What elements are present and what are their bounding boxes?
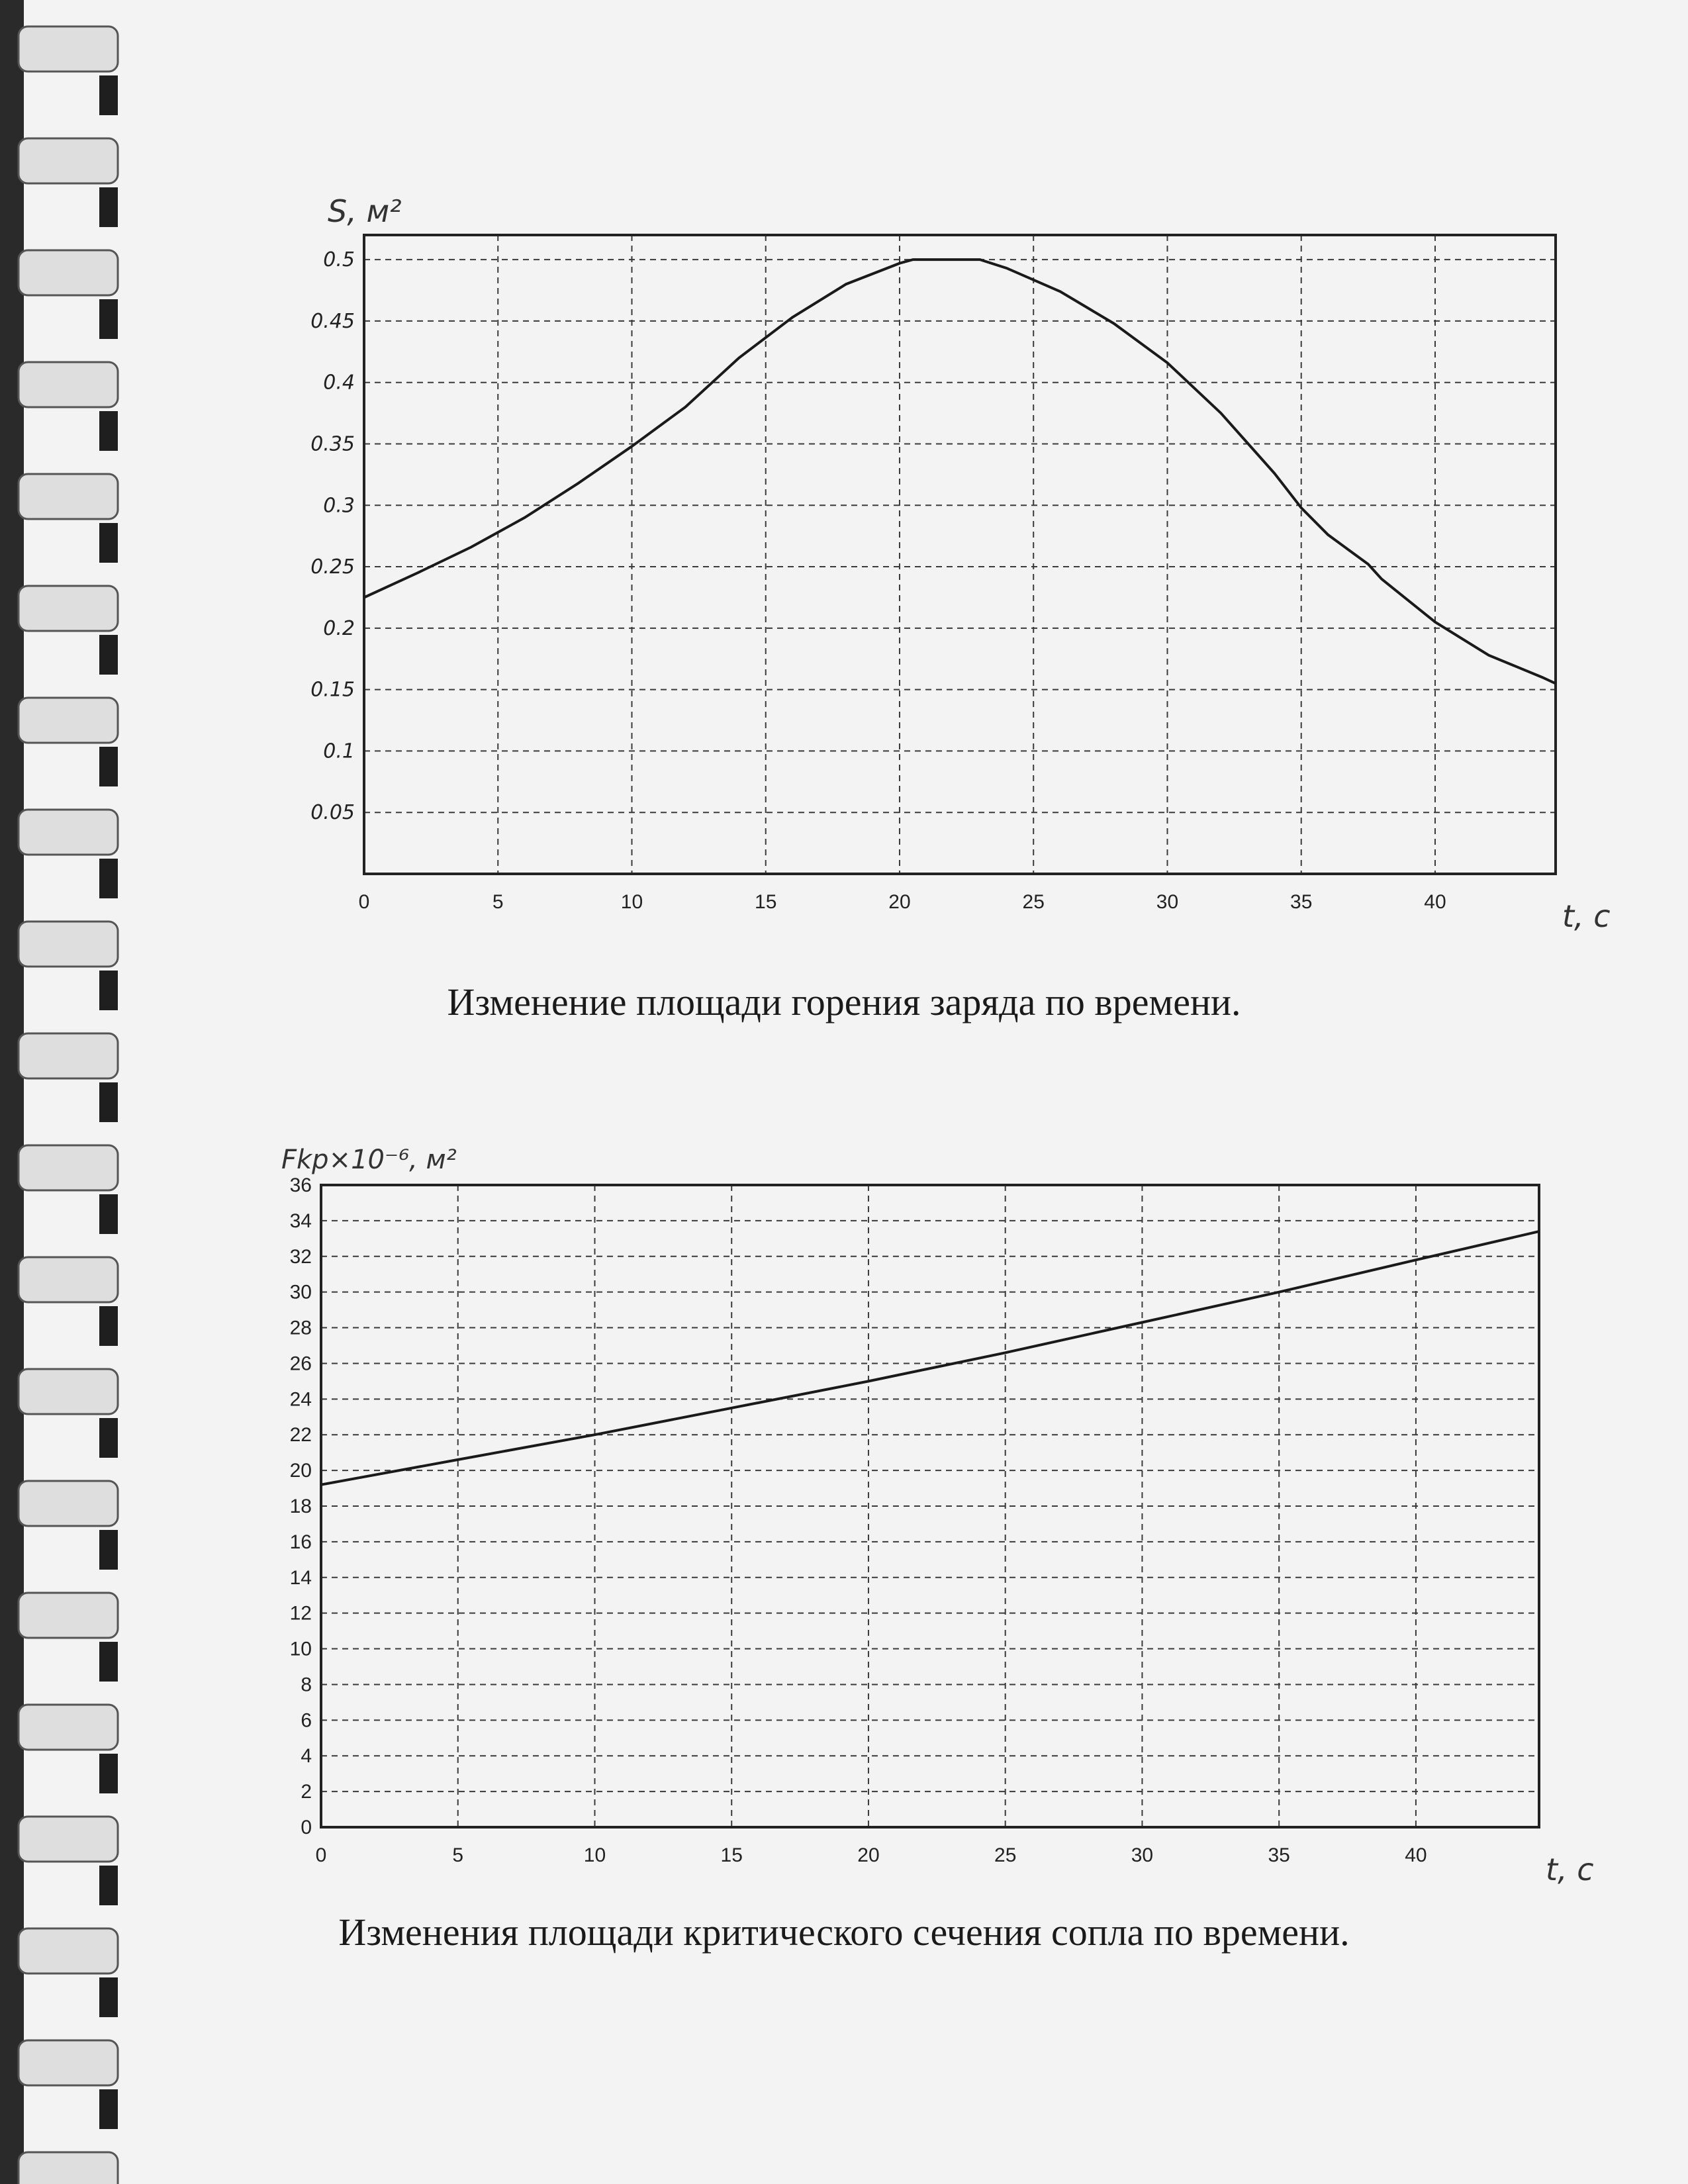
binding-hole [99, 1754, 118, 1793]
chart2-ytick-label: 26 [290, 1353, 312, 1374]
binding-ring [17, 137, 119, 185]
binding-hole [99, 1082, 118, 1122]
chart2-ytick-label: 8 [301, 1674, 312, 1695]
binding-hole [99, 2089, 118, 2129]
chart1-ytick-label: 0.4 [323, 371, 355, 395]
chart2-series-line [320, 1230, 1540, 1486]
chart2-plot-frame [320, 1184, 1540, 1828]
chart1-ytick-label: 0.5 [323, 248, 355, 271]
spiral-binding [0, 0, 119, 2184]
chart2-ytick-label: 30 [290, 1282, 312, 1304]
chart2-xlabel: t, c [1546, 1852, 1594, 1887]
chart2-ytick-label: 4 [301, 1745, 312, 1767]
caption-nozzle-throat-area: Изменения площади критического сечения с… [338, 1911, 1350, 1954]
chart2-ytick-label: 36 [290, 1174, 312, 1196]
binding-ring [17, 1256, 119, 1304]
chart2-xtick-label: 20 [857, 1844, 879, 1866]
binding-ring [17, 361, 119, 408]
chart2-ytick-label: 32 [290, 1246, 312, 1268]
caption-burn-area: Изменение площади горения заряда по врем… [447, 980, 1241, 1023]
binding-ring [17, 808, 119, 856]
chart2-xtick-label: 35 [1268, 1844, 1290, 1866]
chart2-ytick-label: 22 [290, 1424, 312, 1446]
chart1-ytick-label: 0.25 [310, 555, 355, 579]
chart1-xtick-label: 40 [1424, 891, 1446, 913]
binding-hole [99, 75, 118, 115]
chart2-ytick-label: 34 [290, 1210, 312, 1232]
binding-hole [99, 1977, 118, 2017]
binding-hole [99, 1866, 118, 1905]
binding-ring [17, 2151, 119, 2184]
binding-ring [17, 1703, 119, 1751]
chart1-ylabel: S, м² [328, 193, 402, 229]
chart2-ytick-label: 2 [301, 1781, 312, 1803]
chart2-xtick-label: 15 [721, 1844, 743, 1866]
binding-hole [99, 1194, 118, 1234]
chart1-ytick-label: 0.45 [310, 310, 355, 333]
binding-hole [99, 971, 118, 1010]
binding-hole [99, 299, 118, 339]
chart1-ytick-label: 0.1 [323, 739, 355, 763]
chart2-xtick-label: 30 [1131, 1844, 1153, 1866]
binding-hole [99, 523, 118, 563]
chart1-ytick-label: 0.3 [323, 494, 355, 517]
chart1-ytick-label: 0.15 [310, 679, 355, 702]
binding-hole [99, 635, 118, 675]
binding-ring [17, 1815, 119, 1863]
chart1-xtick-label: 15 [755, 891, 776, 913]
chart1-xtick-label: 0 [359, 891, 370, 913]
binding-ring [17, 585, 119, 632]
chart1-xtick-label: 20 [888, 891, 910, 913]
binding-ring [17, 1927, 119, 1975]
binding-ring [17, 249, 119, 297]
binding-hole [99, 1306, 118, 1346]
chart2-ytick-label: 28 [290, 1317, 312, 1339]
chart2-ytick-label: 18 [290, 1496, 312, 1517]
chart1-xtick-label: 30 [1156, 891, 1178, 913]
chart1-xtick-label: 5 [492, 891, 504, 913]
binding-ring [17, 1368, 119, 1415]
chart2-xtick-label: 5 [452, 1844, 463, 1866]
binding-hole [99, 187, 118, 227]
binding-hole [99, 747, 118, 786]
chart2-xtick-label: 40 [1405, 1844, 1427, 1866]
chart2-ytick-label: 6 [301, 1709, 312, 1731]
chart2-xtick-label: 25 [994, 1844, 1016, 1866]
binding-ring [17, 696, 119, 744]
binding-hole [99, 1642, 118, 1682]
chart2-xtick-label: 0 [316, 1844, 327, 1866]
chart2-xtick-label: 10 [584, 1844, 606, 1866]
binding-hole [99, 859, 118, 898]
chart2-ytick-label: 14 [290, 1567, 312, 1589]
binding-ring [17, 1591, 119, 1639]
chart2-ytick-label: 12 [290, 1603, 312, 1625]
chart1-xtick-label: 35 [1290, 891, 1312, 913]
binding-hole [99, 411, 118, 451]
chart1-ytick-label: 0.35 [310, 432, 355, 455]
binding-ring [17, 1480, 119, 1527]
binding-ring [17, 473, 119, 520]
burn-area-chart: 0.05 0.1 0.15 0.2 0.25 0.3 0.35 0.4 0.45 0.5 0 5 10 1… [310, 193, 1611, 934]
chart1-ytick-label: 0.05 [310, 801, 355, 824]
binding-ring [17, 1032, 119, 1080]
chart2-ytick-label: 20 [290, 1460, 312, 1482]
chart1-xtick-label: 10 [621, 891, 643, 913]
binding-ring [17, 920, 119, 968]
chart2-ytick-label: 16 [290, 1531, 312, 1553]
chart1-plot-frame [363, 234, 1557, 875]
binding-ring [17, 2039, 119, 2087]
chart1-xtick-label: 25 [1023, 891, 1045, 913]
chart1-series-line [363, 258, 1556, 685]
binding-hole [99, 1418, 118, 1458]
chart2-ytick-label: 10 [290, 1638, 312, 1660]
chart2-ytick-label: 0 [301, 1817, 312, 1838]
chart1-ytick-label: 0.2 [323, 617, 355, 640]
chart1-xlabel: t, c [1562, 898, 1611, 934]
chart2-ylabel: Fkp×10⁻⁶, м² [281, 1145, 457, 1175]
binding-ring [17, 1144, 119, 1192]
binding-hole [99, 1530, 118, 1570]
chart2-ytick-label: 24 [290, 1388, 312, 1410]
binding-ring [17, 25, 119, 73]
